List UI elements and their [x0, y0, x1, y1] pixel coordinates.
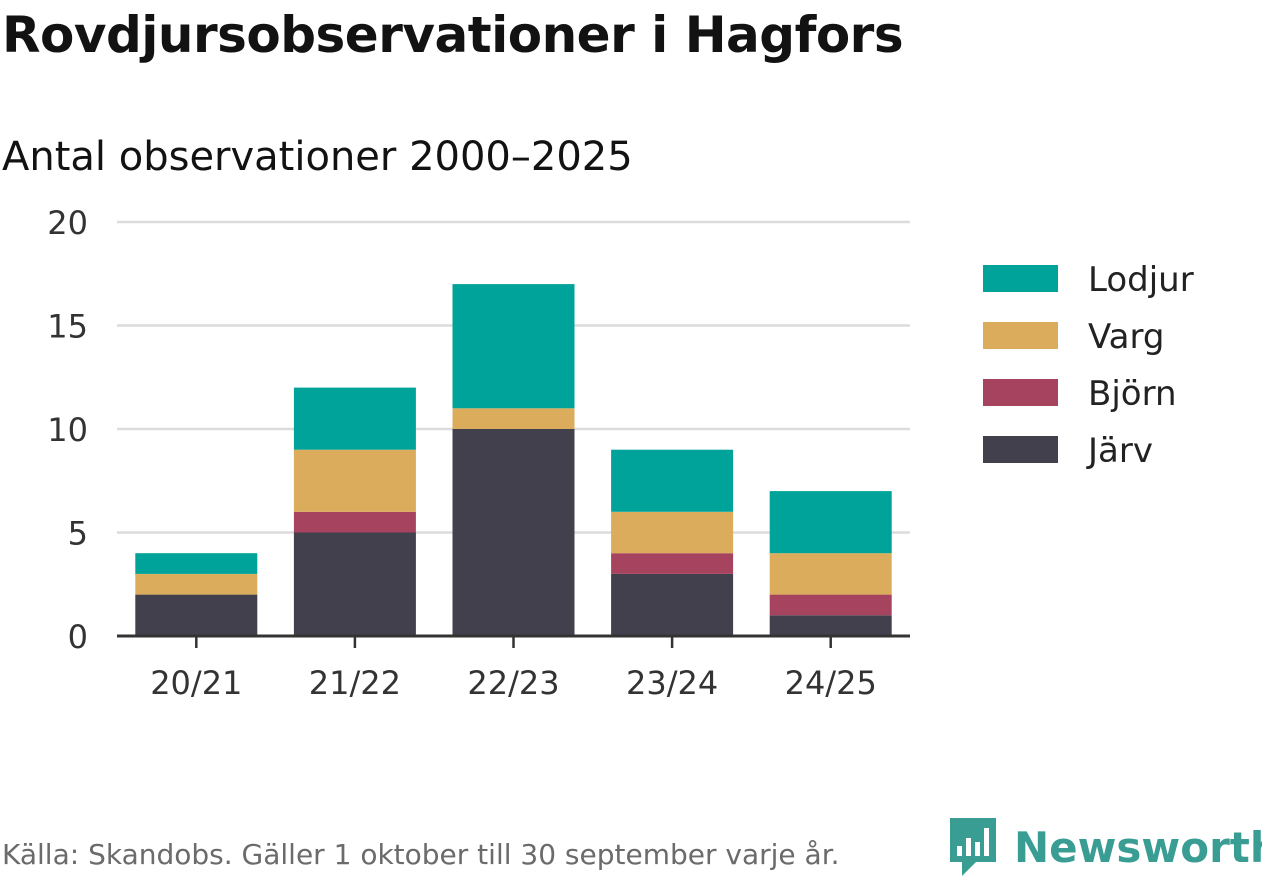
bar-segment: [611, 511, 734, 554]
x-tick-label: 23/24: [626, 664, 718, 702]
y-tick-label: 15: [47, 308, 88, 346]
legend-label: Björn: [1088, 374, 1177, 414]
x-tick-label: 20/21: [150, 664, 242, 702]
bar-segment: [611, 449, 734, 512]
bar-segment: [293, 387, 416, 450]
bar-segment: [769, 491, 892, 554]
legend-swatch: [983, 436, 1058, 463]
chart-subtitle: Antal observationer 2000–2025: [2, 134, 633, 180]
bar-segment: [769, 594, 892, 616]
y-tick-label: 0: [68, 618, 88, 656]
x-tick-label: 21/22: [309, 664, 401, 702]
legend-label: Varg: [1088, 317, 1164, 357]
bar-segment: [135, 553, 258, 574]
bar-segment: [135, 573, 258, 595]
legend-label: Järv: [1086, 431, 1153, 471]
chart-title: Rovdjursobservationer i Hagfors: [2, 6, 904, 64]
bar-segment: [452, 429, 575, 636]
bar-segment: [611, 553, 734, 574]
x-tick-label: 24/25: [785, 664, 877, 702]
y-tick-label: 20: [47, 204, 88, 242]
x-tick-label: 22/23: [467, 664, 559, 702]
legend-swatch: [983, 379, 1058, 406]
bar-segment: [293, 449, 416, 512]
bar-segment: [611, 573, 734, 636]
legend-swatch: [983, 322, 1058, 349]
bar-segment: [135, 594, 258, 636]
bar-segment: [293, 532, 416, 636]
bar-chart-speech-bubble-icon: [950, 818, 996, 876]
y-tick-label: 5: [68, 515, 88, 553]
source-note: Källa: Skandobs. Gäller 1 oktober till 3…: [2, 838, 840, 871]
brand-name: Newsworthy: [1014, 822, 1262, 872]
bar-segment: [452, 284, 575, 409]
bar-segment: [769, 553, 892, 595]
brand-logo: Newsworthy: [948, 816, 1262, 878]
bar-segment: [452, 408, 575, 429]
bar-segment: [293, 511, 416, 533]
bar-segment: [769, 615, 892, 636]
legend-label: Lodjur: [1088, 260, 1194, 300]
y-tick-label: 10: [47, 411, 88, 449]
legend-swatch: [983, 265, 1058, 292]
